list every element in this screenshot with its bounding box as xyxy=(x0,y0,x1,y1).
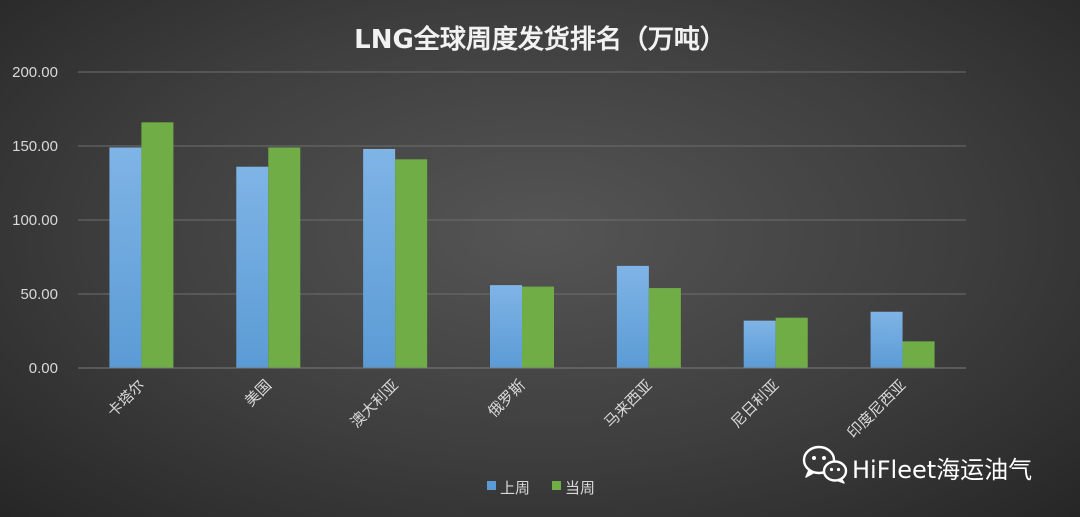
bar-last-week xyxy=(363,148,396,368)
bar-this-week xyxy=(648,288,681,368)
x-tick-label: 印度尼西亚 xyxy=(844,376,910,442)
legend-swatch xyxy=(487,481,496,490)
bar-this-week xyxy=(395,159,428,368)
legend-swatch xyxy=(552,481,561,490)
bar-last-week xyxy=(616,265,649,368)
bar-this-week xyxy=(141,122,174,368)
bar-last-week xyxy=(490,285,522,368)
bar-this-week xyxy=(522,286,554,368)
x-tick-label: 卡塔尔 xyxy=(104,376,149,421)
bar-last-week xyxy=(870,311,903,368)
watermark: HiFleet海运油气 xyxy=(802,445,1032,484)
watermark-text: HiFleet海运油气 xyxy=(852,456,1032,484)
legend-label: 上周 xyxy=(500,479,530,497)
chart-title: LNG全球周度发货排名（万吨） xyxy=(354,24,726,55)
wechat-icon xyxy=(802,445,848,484)
y-tick-label: 150.00 xyxy=(12,138,58,155)
legend-label: 当周 xyxy=(565,479,595,497)
x-tick-label: 马来西亚 xyxy=(601,376,656,431)
bar-last-week xyxy=(236,166,269,368)
x-tick-label: 尼日利亚 xyxy=(727,376,782,431)
bar-this-week xyxy=(268,147,301,368)
y-tick-label: 200.00 xyxy=(12,64,58,81)
x-tick-label: 美国 xyxy=(241,376,275,410)
x-tick-label: 澳大利亚 xyxy=(347,376,402,431)
bar-this-week xyxy=(902,341,935,368)
bar-last-week xyxy=(743,320,776,368)
bar-last-week xyxy=(109,147,142,368)
x-axis: 卡塔尔 美国 澳大利亚 俄罗斯 马来西亚 尼日利亚 印度尼西亚 xyxy=(78,367,966,442)
y-tick-label: 100.00 xyxy=(12,212,58,229)
x-tick-label: 俄罗斯 xyxy=(484,376,529,421)
legend: 上周 当周 xyxy=(487,479,595,497)
bars xyxy=(109,122,935,368)
y-axis: 0.00 50.00 100.00 150.00 200.00 xyxy=(12,64,58,377)
y-tick-label: 0.00 xyxy=(29,360,58,377)
y-tick-label: 50.00 xyxy=(20,286,58,303)
bar-this-week xyxy=(775,317,808,368)
